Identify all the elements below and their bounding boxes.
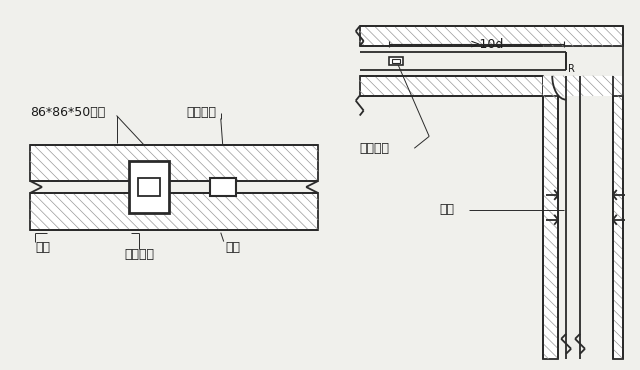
- Bar: [390, 57, 403, 65]
- Text: 螺栓连接: 螺栓连接: [186, 106, 216, 119]
- Bar: [129, 161, 169, 213]
- Text: 钢管: 钢管: [439, 203, 454, 216]
- Bar: [392, 59, 401, 63]
- Polygon shape: [360, 76, 543, 96]
- Text: 焊接接头: 焊接接头: [360, 142, 390, 155]
- Polygon shape: [612, 96, 623, 359]
- Text: 焊接: 焊接: [226, 241, 241, 254]
- Polygon shape: [30, 145, 318, 181]
- Bar: [138, 178, 160, 196]
- Text: 外丝连接: 外丝连接: [124, 248, 154, 261]
- Text: 86*86*50钢盒: 86*86*50钢盒: [30, 106, 106, 119]
- Polygon shape: [360, 26, 623, 46]
- Polygon shape: [30, 193, 318, 230]
- Text: R: R: [568, 64, 575, 74]
- Polygon shape: [543, 76, 623, 96]
- Bar: [210, 178, 236, 196]
- Text: 钢管: 钢管: [35, 241, 50, 254]
- Polygon shape: [543, 96, 558, 359]
- Text: >10d: >10d: [470, 38, 504, 51]
